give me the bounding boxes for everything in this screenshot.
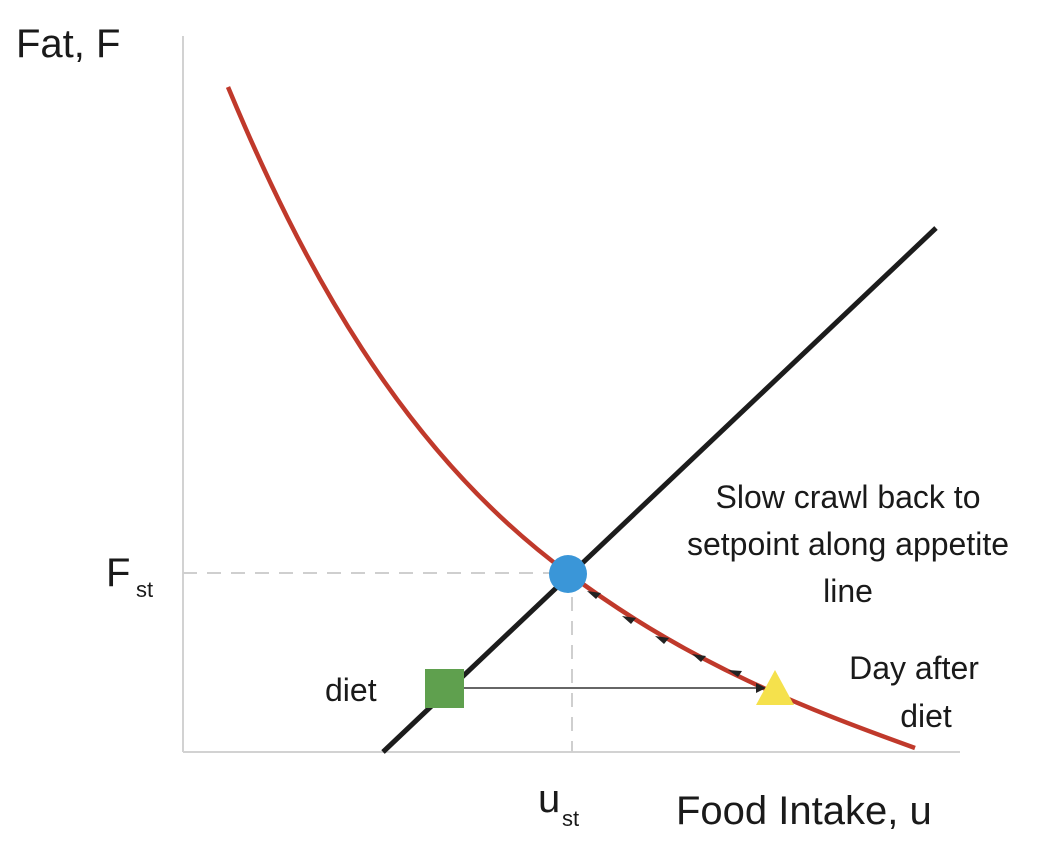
diet-marker (425, 669, 464, 708)
crawl-arrow (622, 616, 636, 624)
setpoint-fat-subscript: st (136, 577, 153, 602)
setpoint-fat-label: F (106, 551, 130, 595)
day-after-annotation: Day after diet (849, 650, 979, 734)
intake-fat-line (381, 226, 938, 754)
setpoint-intake-label: u (538, 777, 560, 821)
diet-label: diet (325, 672, 377, 708)
x-axis-label: Food Intake, u (676, 789, 932, 833)
crawl-arrow (655, 636, 669, 644)
day-after-marker (756, 670, 794, 705)
setpoint-marker (549, 555, 587, 593)
crawl-arrows (587, 591, 742, 677)
crawl-arrow (587, 591, 601, 599)
crawl-arrow (728, 670, 742, 677)
crawl-annotation-line: line (823, 573, 873, 609)
day-after-annotation-line: Day after (849, 650, 979, 686)
day-after-annotation-line: diet (900, 698, 952, 734)
y-axis-label: Fat, F (16, 22, 120, 66)
crawl-annotation: Slow crawl back to setpoint along appeti… (687, 479, 1009, 609)
crawl-annotation-line: Slow crawl back to (716, 479, 981, 515)
crawl-annotation-line: setpoint along appetite (687, 526, 1009, 562)
appetite-curve (225, 86, 916, 751)
setpoint-intake-subscript: st (562, 806, 579, 831)
crawl-arrow (692, 654, 706, 662)
